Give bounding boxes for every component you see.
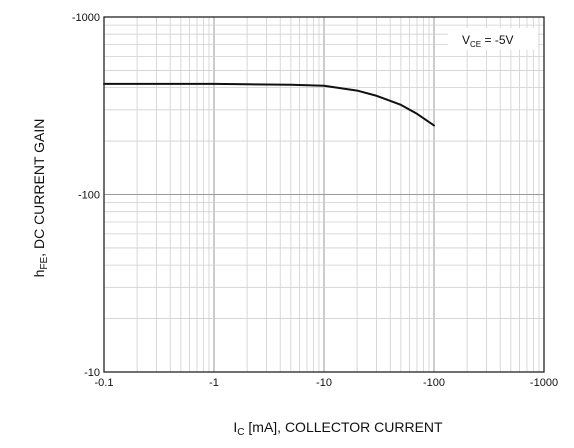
vce-annotation: VCE = -5V	[448, 28, 538, 50]
annotation-background	[448, 28, 538, 50]
series	[103, 82, 435, 127]
x-axis-label: IC [mA], COLLECTOR CURRENT	[233, 419, 443, 438]
y-tick-label: -100	[78, 190, 100, 202]
y-axis-label: hFE, DC CURRENT GAIN	[31, 119, 50, 278]
x-tick-label: -1	[209, 377, 219, 389]
plot-frame	[103, 16, 545, 373]
x-tick-label: -1000	[530, 377, 558, 389]
tick-labels: -0.1 -1 -10 -100 -1000 -10 -100 -1000	[72, 12, 558, 389]
x-tick-label: -10	[316, 377, 332, 389]
x-tick-label: -0.1	[95, 377, 114, 389]
hfe-curve	[103, 82, 435, 127]
vce-label: VCE = -5V	[462, 33, 514, 49]
y-tick-label: -10	[84, 367, 100, 379]
x-tick-label: -100	[423, 377, 445, 389]
y-tick-label: -1000	[72, 12, 100, 24]
grid	[103, 17, 544, 373]
